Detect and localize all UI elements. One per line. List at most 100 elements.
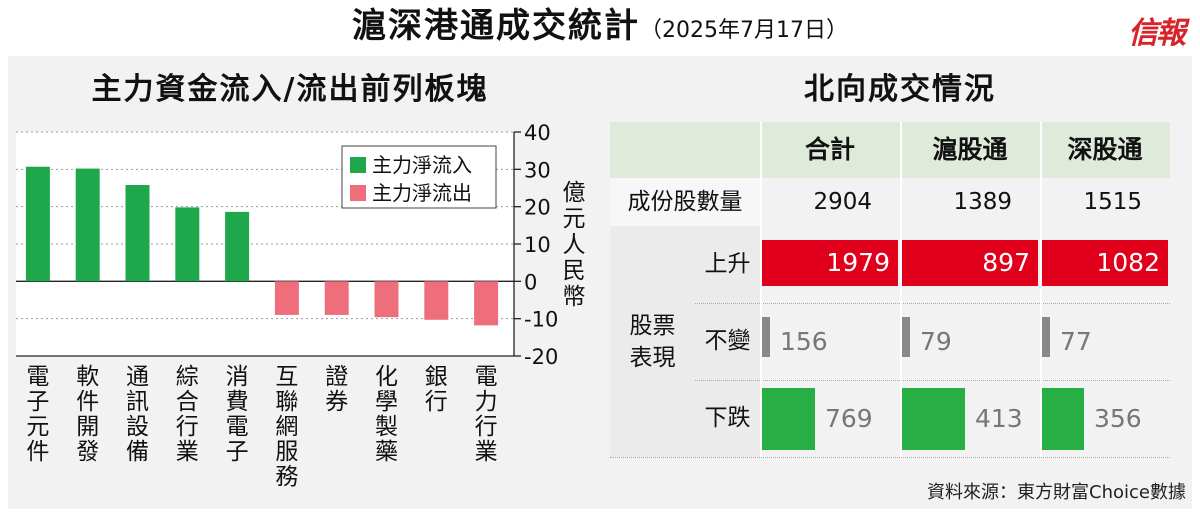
group-label-line1: 股票 [629, 312, 676, 339]
flat-bar [902, 317, 910, 357]
category-label-char: 訊 [126, 389, 149, 415]
category-label-char: 電 [475, 364, 498, 390]
category-label-char: 設 [126, 414, 149, 440]
y-axis-label-char: 民 [563, 258, 586, 284]
inflow-bar [125, 185, 150, 282]
up-value: 1082 [1096, 248, 1160, 277]
up-bar [902, 240, 1038, 286]
category-label-char: 力 [475, 389, 498, 415]
inflow-bar [75, 168, 100, 282]
y-axis-label-char: 人 [563, 232, 586, 258]
performance-row-label: 下跌 [695, 380, 760, 457]
y-axis-label-char: 億 [563, 180, 586, 206]
constituents-label: 成份股數量 [610, 178, 760, 226]
category-label-char: 合 [176, 389, 199, 415]
down-value: 413 [975, 404, 1023, 433]
flat-value: 156 [780, 327, 828, 356]
date-text: （2025年7月17日） [640, 18, 848, 43]
publisher-logo: 信報 [1128, 16, 1186, 51]
y-tick-label: 30 [524, 158, 551, 182]
category-label-char: 件 [76, 389, 99, 415]
down-value: 769 [825, 404, 873, 433]
category-label-char: 聯 [275, 389, 298, 415]
group-label-bg [610, 226, 695, 457]
category-label-char: 券 [325, 389, 348, 415]
y-tick-label: 10 [524, 233, 551, 257]
category-label-char: 子 [226, 439, 249, 465]
category-label-char: 業 [176, 439, 199, 465]
category-label-char: 務 [275, 464, 298, 490]
category-label-char: 電 [226, 414, 249, 440]
category-label-char: 化 [375, 364, 398, 390]
group-label-line2: 表現 [629, 344, 676, 371]
column-divider [760, 122, 762, 457]
y-tick-label: -10 [524, 308, 558, 332]
outflow-bar [374, 281, 399, 318]
constituents-value: 1389 [953, 189, 1012, 215]
legend-swatch [350, 185, 366, 201]
flat-bar [1042, 317, 1050, 357]
category-label-char: 電 [26, 364, 49, 390]
category-label-char: 互 [275, 364, 298, 390]
down-bar [1042, 388, 1084, 450]
table-title: 北向成交情況 [804, 72, 996, 107]
category-label-char: 費 [226, 389, 249, 415]
table-column-header: 滬股通 [932, 135, 1008, 164]
y-axis-label-char: 幣 [563, 284, 586, 310]
column-divider [1040, 122, 1042, 457]
y-tick-label: 20 [524, 196, 551, 220]
y-tick-label: -20 [524, 345, 558, 369]
up-bar [762, 240, 898, 286]
constituents-value: 1515 [1083, 189, 1142, 215]
category-label-char: 綜 [176, 364, 199, 390]
flat-value: 79 [920, 327, 952, 356]
page-title: 滬深港通成交統計（2025年7月17日） [0, 2, 1200, 55]
flat-value: 77 [1060, 327, 1092, 356]
down-bar [762, 388, 815, 450]
category-label-char: 學 [375, 389, 398, 415]
category-label-char: 藥 [375, 439, 398, 465]
y-tick-label: 40 [524, 121, 551, 145]
category-label-char: 備 [126, 439, 149, 465]
table-header-row [610, 122, 1170, 178]
inflow-bar [25, 166, 50, 282]
category-label-char: 行 [176, 414, 199, 440]
legend-label: 主力淨流入 [372, 153, 472, 177]
category-label-char: 銀 [425, 364, 448, 390]
category-label-char: 行 [425, 389, 448, 415]
flat-bar [762, 317, 770, 357]
legend-swatch [350, 157, 366, 173]
category-label-char: 件 [26, 439, 49, 465]
row-divider [695, 380, 1170, 381]
category-label-char: 行 [475, 414, 498, 440]
constituents-value: 2904 [813, 189, 872, 215]
legend-label: 主力淨流出 [372, 181, 472, 205]
category-label-char: 網 [275, 414, 298, 440]
category-label-char: 證 [325, 364, 348, 390]
chart-title: 主力資金流入/流出前列板塊 [91, 72, 489, 107]
outflow-bar [324, 281, 349, 315]
category-label-char: 子 [26, 389, 49, 415]
y-tick-label: 0 [524, 270, 537, 294]
column-divider [900, 122, 902, 457]
up-bar [1042, 240, 1168, 286]
category-label-char: 軟 [76, 364, 99, 390]
inflow-bar [225, 211, 250, 282]
up-value: 1979 [826, 248, 890, 277]
row-divider [695, 303, 1170, 304]
source-note: 資料來源：東方財富Choice數據 [927, 482, 1186, 503]
y-axis-label-char: 元 [563, 206, 586, 232]
down-value: 356 [1094, 404, 1142, 433]
table-bottom-line [610, 457, 1170, 458]
category-label-char: 開 [76, 414, 99, 440]
category-label-char: 元 [26, 414, 49, 440]
category-label-char: 發 [76, 439, 99, 465]
performance-row-label: 上升 [695, 226, 760, 303]
category-label-char: 製 [375, 414, 398, 440]
category-label-char: 通 [126, 364, 149, 390]
outflow-bar [474, 281, 499, 326]
outflow-bar [274, 281, 299, 315]
table-column-header: 深股通 [1067, 135, 1143, 164]
